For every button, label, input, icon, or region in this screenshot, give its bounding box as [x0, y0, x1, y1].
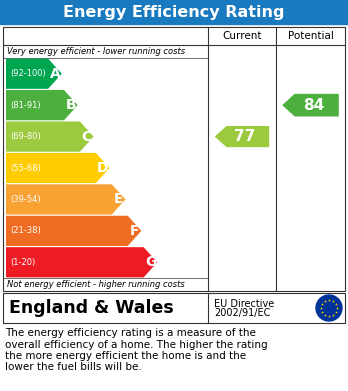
Text: The energy efficiency rating is a measure of the: The energy efficiency rating is a measur…	[5, 328, 256, 338]
Text: D: D	[97, 161, 109, 175]
Text: Current: Current	[222, 31, 262, 41]
Text: Very energy efficient - lower running costs: Very energy efficient - lower running co…	[7, 47, 185, 56]
Text: overall efficiency of a home. The higher the rating: overall efficiency of a home. The higher…	[5, 339, 268, 350]
Text: 77: 77	[234, 129, 255, 144]
Text: (55-68): (55-68)	[10, 163, 41, 172]
Text: England & Wales: England & Wales	[9, 299, 174, 317]
Text: the more energy efficient the home is and the: the more energy efficient the home is an…	[5, 351, 246, 361]
Text: B: B	[65, 98, 76, 112]
Polygon shape	[6, 59, 62, 89]
Text: (69-80): (69-80)	[10, 132, 41, 141]
Text: 84: 84	[303, 98, 324, 113]
Text: (81-91): (81-91)	[10, 100, 41, 109]
Text: (1-20): (1-20)	[10, 258, 35, 267]
Bar	[0, 0, 348, 24]
Circle shape	[316, 295, 342, 321]
Polygon shape	[6, 184, 125, 215]
Polygon shape	[215, 126, 269, 147]
Text: (39-54): (39-54)	[10, 195, 41, 204]
Polygon shape	[282, 94, 339, 117]
Bar	[3, 293, 345, 323]
Bar	[3, 27, 345, 291]
Text: C: C	[82, 129, 92, 143]
Text: Energy Efficiency Rating: Energy Efficiency Rating	[63, 5, 285, 20]
Text: E: E	[114, 192, 123, 206]
Polygon shape	[6, 90, 78, 120]
Text: Potential: Potential	[287, 31, 333, 41]
Polygon shape	[6, 247, 157, 277]
Text: (21-38): (21-38)	[10, 226, 41, 235]
Text: F: F	[130, 224, 139, 238]
Text: A: A	[49, 67, 60, 81]
Text: (92-100): (92-100)	[10, 69, 46, 78]
Text: EU Directive: EU Directive	[214, 299, 274, 309]
Text: lower the fuel bills will be.: lower the fuel bills will be.	[5, 362, 142, 373]
Text: G: G	[145, 255, 156, 269]
Text: 2002/91/EC: 2002/91/EC	[214, 308, 270, 318]
Polygon shape	[6, 153, 110, 183]
Polygon shape	[6, 122, 94, 152]
Polygon shape	[6, 216, 141, 246]
Text: Not energy efficient - higher running costs: Not energy efficient - higher running co…	[7, 280, 185, 289]
